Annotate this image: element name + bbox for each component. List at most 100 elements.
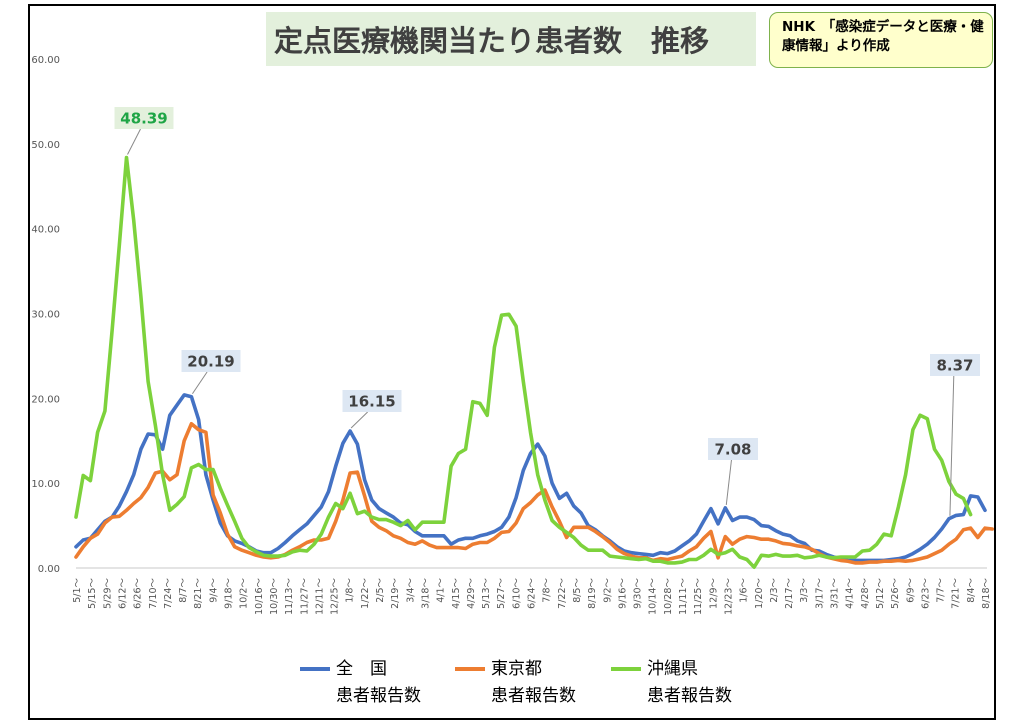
- x-tick-label: 8/21～: [193, 578, 204, 609]
- x-tick-label: 9/18～: [224, 578, 235, 609]
- x-tick-label: 10/28～: [663, 578, 674, 615]
- x-axis: 5/1～ 5/15～ 5/29～ 6/12～ 6/26～ 7/10～ 7/24～ 8/7～ 8/…: [72, 567, 992, 615]
- x-tick-label: 11/25～: [693, 578, 704, 615]
- annotation-label: 20.19: [187, 353, 234, 371]
- x-tick-label: 9/2～: [602, 578, 613, 603]
- x-tick-label: 5/12～: [875, 578, 886, 609]
- x-tick-label: 11/27～: [299, 578, 310, 615]
- x-tick-label: 4/15～: [451, 578, 462, 609]
- x-tick-label: 1/20～: [754, 578, 765, 609]
- legend-item-national: 全 国 患者報告数: [300, 656, 421, 710]
- y-tick-label: 0.00: [38, 564, 60, 575]
- x-tick-label: 12/23～: [723, 578, 734, 615]
- x-tick-label: 8/4～: [966, 578, 977, 603]
- annotation-label: 8.37: [936, 357, 973, 375]
- x-tick-label: 10/14～: [648, 578, 659, 615]
- legend-label-okinawa: 沖縄県 患者報告数: [647, 659, 732, 706]
- x-tick-label: 10/16～: [254, 578, 265, 615]
- x-tick-label: 5/15～: [87, 578, 98, 609]
- y-tick-label: 60.00: [31, 55, 60, 66]
- annotation-box: [708, 438, 758, 460]
- x-tick-label: 11/13～: [284, 578, 295, 615]
- x-tick-label: 1/22～: [360, 578, 371, 609]
- x-tick-label: 9/16～: [617, 578, 628, 609]
- x-tick-label: 6/26～: [133, 578, 144, 609]
- x-tick-label: 5/13～: [481, 578, 492, 609]
- x-tick-label: 10/2～: [239, 578, 250, 609]
- series-line-tokyo: [74, 421, 995, 565]
- x-tick-label: 12/11～: [314, 578, 325, 615]
- series-line-okinawa: [74, 155, 973, 570]
- x-tick-label: 3/3～: [799, 578, 810, 603]
- x-tick-label: 2/17～: [784, 578, 795, 609]
- x-tick-label: 7/8～: [542, 578, 553, 603]
- x-tick-label: 4/1～: [436, 578, 447, 603]
- y-axis: 0.00 10.00 20.00 30.00 40.00 50.00 60.00: [31, 55, 60, 575]
- legend-swatch-national: [300, 667, 330, 671]
- x-tick-label: 6/10～: [511, 578, 522, 609]
- annotation-box: [114, 107, 174, 129]
- x-tick-label: 4/28～: [860, 578, 871, 609]
- x-tick-label: 5/27～: [496, 578, 507, 609]
- y-tick-label: 30.00: [31, 310, 60, 321]
- x-tick-label: 12/9～: [708, 578, 719, 609]
- x-tick-label: 6/24～: [527, 578, 538, 609]
- x-tick-label: 12/25～: [330, 578, 341, 615]
- y-tick-label: 40.00: [31, 225, 60, 236]
- x-tick-label: 11/11～: [678, 578, 689, 615]
- annotation-leader: [192, 371, 208, 395]
- legend-swatch-okinawa: [611, 667, 641, 671]
- annotation-label: 7.08: [714, 441, 751, 459]
- annotation-layer: 48.39 20.19 16.15 7.08 8.37: [114, 107, 980, 516]
- x-tick-label: 7/24～: [163, 578, 174, 609]
- x-tick-label: 8/7～: [178, 578, 189, 603]
- legend-item-tokyo: 東京都 患者報告数: [455, 656, 576, 710]
- y-tick-label: 20.00: [31, 394, 60, 405]
- annotation-box: [930, 354, 980, 376]
- x-tick-label: 3/31～: [830, 578, 841, 609]
- x-tick-label: 2/3～: [769, 578, 780, 603]
- x-tick-label: 4/29～: [466, 578, 477, 609]
- x-tick-label: 7/10～: [148, 578, 159, 609]
- x-tick-label: 5/26～: [890, 578, 901, 609]
- x-tick-label: 1/6～: [739, 578, 750, 603]
- x-tick-label: 8/19～: [587, 578, 598, 609]
- x-tick-label: 9/4～: [208, 578, 219, 603]
- x-tick-label: 7/22～: [557, 578, 568, 609]
- y-tick-label: 50.00: [31, 140, 60, 151]
- x-tick-label: 3/17～: [814, 578, 825, 609]
- annotation-leader: [949, 375, 955, 516]
- legend-item-okinawa: 沖縄県 患者報告数: [611, 656, 732, 710]
- x-tick-label: 8/5～: [572, 578, 583, 603]
- annotation-label: 16.15: [348, 393, 395, 411]
- x-tick-label: 4/14～: [845, 578, 856, 609]
- x-tick-label: 2/5～: [375, 578, 386, 603]
- legend-swatch-tokyo: [455, 667, 485, 671]
- x-tick-label: 7/7～: [936, 578, 947, 603]
- annotation-leader: [725, 459, 732, 505]
- x-tick-label: 10/30～: [269, 578, 280, 615]
- x-tick-label: 3/18～: [420, 578, 431, 609]
- annotation-label: 48.39: [120, 110, 167, 128]
- annotation-box: [181, 350, 241, 372]
- legend-label-tokyo: 東京都 患者報告数: [491, 659, 576, 706]
- x-tick-label: 6/23～: [920, 578, 931, 609]
- x-tick-label: 6/9～: [905, 578, 916, 603]
- x-tick-label: 2/19～: [390, 578, 401, 609]
- x-tick-label: 9/30～: [633, 578, 644, 609]
- x-tick-label: 5/29～: [102, 578, 113, 609]
- legend-label-national: 全 国 患者報告数: [336, 659, 421, 706]
- x-tick-label: 6/12～: [117, 578, 128, 609]
- series-layer: [74, 155, 995, 570]
- y-tick-label: 10.00: [31, 479, 60, 490]
- x-tick-label: 8/18～: [981, 578, 992, 609]
- chart-title: 定点医療機関当たり患者数 推移: [266, 12, 756, 66]
- annotation-box: [342, 390, 402, 412]
- x-tick-label: 1/8～: [345, 578, 356, 603]
- annotation-leader: [350, 411, 368, 429]
- x-tick-label: 3/4～: [405, 578, 416, 603]
- annotation-leader: [127, 128, 141, 155]
- x-tick-label: 5/1～: [72, 578, 83, 603]
- source-note: NHK 「感染症データと医療・健康情報」より作成: [769, 12, 993, 68]
